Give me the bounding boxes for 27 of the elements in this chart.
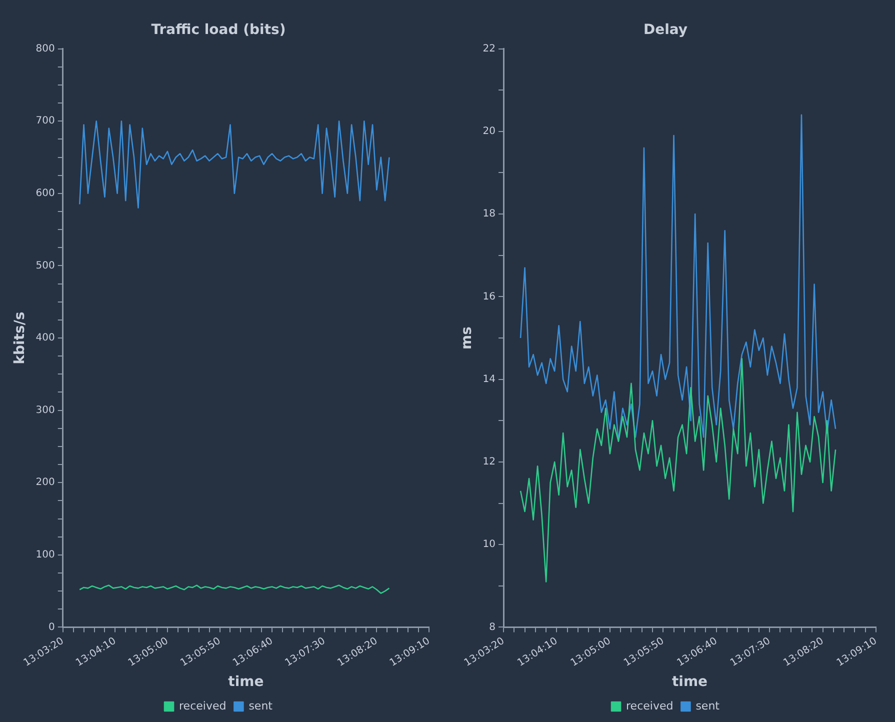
legend-label: sent: [248, 699, 274, 712]
y-tick-label: 16: [482, 291, 496, 302]
y-tick-label: 18: [482, 208, 496, 220]
chart-title: Traffic load (bits): [151, 22, 286, 38]
y-tick-label: 200: [36, 477, 55, 488]
y-tick-label: 22: [482, 43, 496, 54]
y-tick-label: 0: [48, 622, 55, 633]
y-tick-label: 14: [482, 374, 496, 385]
y-tick-label: 400: [36, 332, 55, 344]
y-tick-label: 10: [482, 539, 496, 550]
y-tick-label: 600: [36, 188, 55, 199]
y-tick-label: 700: [36, 116, 55, 127]
y-tick-label: 500: [36, 260, 55, 272]
y-tick-label: 100: [36, 550, 55, 561]
chart-title: Delay: [643, 22, 688, 38]
legend-label: received: [626, 699, 674, 712]
y-tick-label: 20: [482, 126, 496, 138]
legend-label: sent: [696, 699, 720, 712]
y-tick-label: 300: [36, 404, 55, 416]
y-axis-title: ms: [459, 326, 476, 350]
y-tick-label: 800: [36, 43, 55, 54]
x-axis-title: time: [672, 674, 708, 690]
y-tick-label: 8: [489, 622, 496, 633]
legend-label: received: [179, 699, 226, 712]
y-tick-label: 12: [482, 456, 496, 468]
x-axis-title: time: [228, 674, 264, 690]
y-axis-title: kbits/s: [12, 312, 28, 364]
